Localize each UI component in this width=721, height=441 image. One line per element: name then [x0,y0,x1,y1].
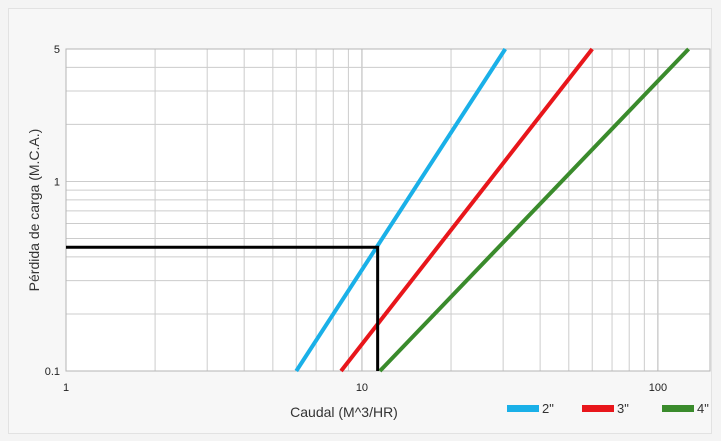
x-axis-title: Caudal (M^3/HR) [290,404,398,420]
legend-swatch-1 [507,405,539,412]
x-tick-label: 100 [649,382,667,394]
series-line-3 [378,47,691,373]
legend-swatch-2 [582,405,614,412]
series-line-2 [339,47,594,373]
y-tick-label: 0.1 [45,366,60,378]
legend-label-1: 2" [542,401,554,416]
plot-border [65,48,711,372]
plot-area [66,49,710,371]
legend: 2" 3" 4" [507,401,709,416]
annotation [66,245,380,371]
series-lines [294,47,691,373]
x-tick-label: 10 [356,382,368,394]
y-tick-label: 1 [54,176,60,188]
reading-guide-line [66,245,380,371]
legend-swatch-3 [662,405,694,412]
series-line-1 [294,47,507,373]
legend-label-2: 3" [617,401,629,416]
legend-label-3: 4" [697,401,709,416]
y-tick-label: 5 [54,44,60,56]
x-tick-label: 1 [63,382,69,394]
grid [65,48,711,372]
y-axis-title: Pérdida de carga (M.C.A.) [26,129,42,292]
chart-frame: 1 10 100 0.1 1 5 Pérdida de carga (M.C.A.) Ca… [8,8,712,434]
